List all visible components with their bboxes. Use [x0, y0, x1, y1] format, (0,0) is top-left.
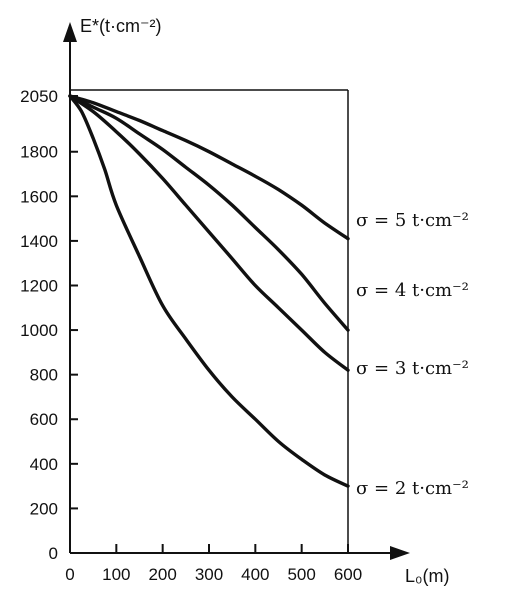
series-label-2: σ = 2 t·cm⁻² [356, 478, 469, 499]
x-tick-label: 100 [102, 565, 130, 584]
series-lines [68, 94, 350, 488]
y-tick-label: 1200 [20, 276, 58, 295]
y-axis-label: E*(t·cm⁻²) [80, 16, 161, 36]
axes [63, 22, 410, 560]
x-tick-label: 300 [195, 565, 223, 584]
y-axis-arrow [63, 22, 77, 42]
axis-ticks: 0 100 200 300 400 500 600 0 200 400 600 800 1000 1200… [20, 87, 362, 584]
x-axis-label: L₀(m) [405, 566, 449, 586]
y-tick-label: 1400 [20, 232, 58, 251]
series-label-3: σ = 3 t·cm⁻² [356, 358, 469, 379]
series-label-4: σ = 4 t·cm⁻² [356, 280, 469, 301]
x-tick-label: 600 [334, 565, 362, 584]
x-tick-label: 400 [241, 565, 269, 584]
y-tick-label: 800 [30, 366, 58, 385]
series-line-3 [68, 94, 350, 488]
series-line-1 [68, 94, 350, 332]
y-tick-label: 1000 [20, 321, 58, 340]
x-tick-label: 0 [65, 565, 74, 584]
series-line-0 [68, 94, 350, 241]
series-label-5: σ = 5 t·cm⁻² [356, 210, 469, 231]
y-tick-label: 1800 [20, 143, 58, 162]
series-line-2 [68, 94, 350, 372]
x-axis-arrow [390, 546, 410, 560]
y-tick-label: 600 [30, 410, 58, 429]
y-tick-label: 400 [30, 455, 58, 474]
y-tick-label: 200 [30, 499, 58, 518]
y-tick-label: 2050 [20, 87, 58, 106]
y-tick-label: 0 [49, 544, 58, 563]
x-tick-label: 500 [287, 565, 315, 584]
x-tick-label: 200 [148, 565, 176, 584]
y-tick-label: 1600 [20, 187, 58, 206]
